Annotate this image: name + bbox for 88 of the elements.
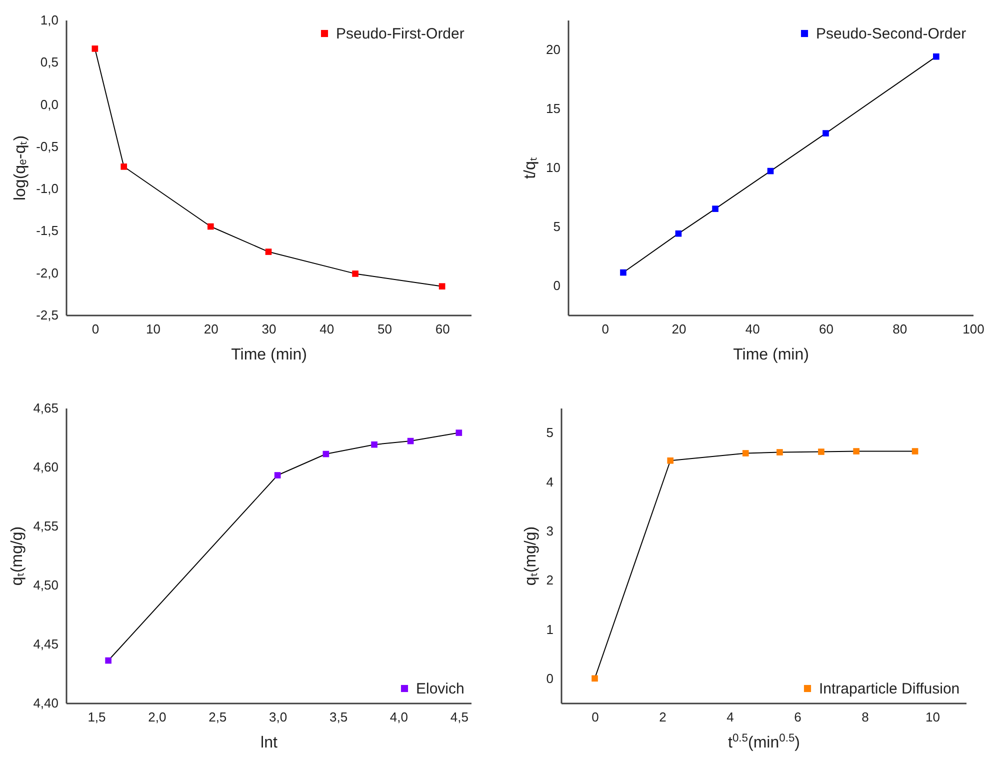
legend-label: Intraparticle Diffusion	[819, 680, 960, 698]
x-tick-label: 20	[204, 322, 218, 336]
point	[274, 472, 281, 478]
x-tick-label: 6	[794, 710, 802, 724]
point	[592, 675, 598, 682]
point	[912, 448, 918, 454]
y-tick-label: 0	[546, 670, 554, 686]
y-tick-label: 1	[546, 622, 554, 637]
x-tick-label: 4,0	[390, 710, 408, 724]
point	[438, 283, 446, 290]
y-tick-label: 1,0	[40, 12, 58, 28]
x-tick-label: 20	[672, 322, 686, 336]
x-axis-title: t$^{0.5}$(min$^{0.5}$)	[728, 732, 800, 752]
y-tick-label: 0	[553, 278, 560, 293]
x-tick-label: 60	[818, 322, 834, 336]
point	[322, 450, 330, 458]
x-tick-label: 10	[926, 710, 940, 724]
point	[265, 248, 272, 255]
point	[933, 53, 940, 60]
point	[371, 441, 378, 448]
point	[456, 430, 462, 436]
x-axis-title: lnt	[260, 734, 278, 752]
y-tick-label: 15	[546, 101, 560, 116]
x-tick-label: 30	[262, 322, 276, 336]
legend-label: Pseudo-Second-Order	[816, 26, 966, 42]
y-axis-title: qₜ(mg/g)	[9, 526, 26, 586]
x-tick-label: 4,5	[450, 710, 468, 724]
x-tick-label: 50	[377, 322, 392, 336]
y-tick-label: 5	[553, 219, 560, 234]
point	[853, 448, 860, 454]
y-axis-title: t/qₜ	[522, 157, 540, 179]
point	[767, 168, 774, 174]
x-tick-label: 2,5	[208, 710, 227, 724]
legend-label: Elovich	[416, 680, 464, 698]
x-axis-title: Time (min)	[231, 346, 307, 364]
x-tick-label: 2	[659, 710, 666, 724]
x-tick-label: 3,0	[269, 710, 288, 724]
x-tick-label: 80	[892, 322, 908, 336]
x-tick-label: 100	[962, 322, 984, 336]
x-axis-title: Time (min)	[733, 346, 809, 364]
y-tick-label: 4,45	[33, 636, 58, 652]
y-tick-label: 5	[546, 425, 554, 440]
y-tick-label: -0,5	[36, 138, 58, 154]
y-tick-label: -2,5	[36, 308, 58, 322]
y-tick-label: 4,50	[33, 578, 58, 592]
x-tick-label: 2,0	[148, 710, 166, 724]
x-tick-label: 1,5	[88, 710, 106, 724]
y-tick-label: 0,0	[40, 96, 58, 112]
x-tick-label: 0	[92, 322, 100, 336]
point	[92, 45, 98, 52]
y-tick-label: -2,0	[36, 265, 58, 280]
point	[712, 206, 718, 212]
y-tick-label: -1,5	[36, 223, 58, 238]
point	[822, 130, 829, 136]
x-tick-label: 40	[745, 322, 760, 336]
x-tick-label: 40	[320, 322, 334, 336]
y-tick-label: -1,0	[36, 181, 58, 196]
y-tick-label: 20	[546, 42, 560, 57]
y-tick-label: 4	[546, 474, 554, 490]
point	[207, 223, 214, 230]
x-tick-label: 0	[602, 322, 609, 336]
y-tick-label: 0,5	[40, 54, 58, 70]
x-tick-label: 8	[862, 710, 869, 724]
point	[407, 438, 414, 444]
y-tick-label: 3	[546, 523, 554, 538]
y-tick-label: 4,65	[33, 400, 58, 416]
x-tick-label: 0	[592, 710, 599, 724]
legend-label: Pseudo-First-Order	[336, 26, 464, 42]
point	[818, 448, 824, 455]
y-tick-label: 10	[546, 160, 560, 175]
point	[742, 450, 749, 456]
y-tick-label: 2	[546, 572, 554, 588]
point	[352, 270, 358, 277]
y-axis-title: log(qₑ-qₜ)	[12, 135, 30, 201]
y-axis-title: qₜ(mg/g)	[522, 526, 540, 586]
y-tick-label: 4,55	[33, 518, 58, 534]
point	[120, 163, 128, 170]
y-tick-label: 4,60	[33, 460, 58, 474]
x-tick-label: 4	[726, 710, 734, 724]
x-tick-label: 3,5	[329, 710, 348, 724]
point	[776, 449, 783, 456]
x-tick-label: 60	[435, 322, 450, 336]
point	[667, 457, 674, 464]
x-tick-label: 10	[146, 322, 161, 336]
y-tick-label: 4,40	[33, 696, 58, 710]
point	[620, 269, 626, 276]
point	[105, 657, 112, 664]
point	[675, 230, 682, 237]
